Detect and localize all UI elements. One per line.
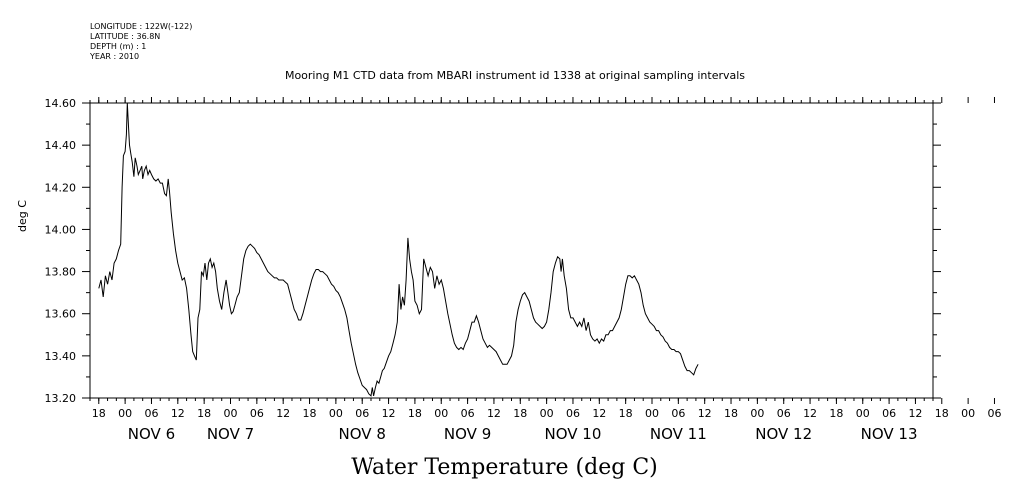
x-tick-label: 12 <box>592 407 606 420</box>
y-tick-label: 14.00 <box>45 223 77 236</box>
year-label: YEAR : 2010 <box>90 52 140 61</box>
x-tick-label: 06 <box>987 407 1001 420</box>
temperature-series-line <box>98 102 699 397</box>
x-tick-label: 18 <box>829 407 843 420</box>
x-tick-label: 12 <box>803 407 817 420</box>
x-tick-label: 06 <box>566 407 580 420</box>
x-tick-label: 18 <box>935 407 949 420</box>
x-tick-label: 00 <box>645 407 659 420</box>
y-tick-label: 13.20 <box>45 392 77 405</box>
x-tick-label: 06 <box>882 407 896 420</box>
x-tick-label: 06 <box>671 407 685 420</box>
x-tick-label: 06 <box>777 407 791 420</box>
x-day-label: NOV 9 <box>444 425 491 443</box>
x-tick-label: 00 <box>750 407 764 420</box>
latitude-label: LATITUDE : 36.8N <box>90 32 161 41</box>
longitude-label: LONGITUDE : 122W(-122) <box>90 22 193 31</box>
x-tick-label: 06 <box>461 407 475 420</box>
y-tick-label: 14.20 <box>45 181 77 194</box>
x-tick-label: 18 <box>513 407 527 420</box>
x-tick-label: 12 <box>487 407 501 420</box>
x-tick-label: 18 <box>303 407 317 420</box>
x-tick-label: 12 <box>276 407 290 420</box>
y-tick-label: 13.60 <box>45 308 77 321</box>
x-tick-label: 06 <box>250 407 264 420</box>
x-tick-label: 18 <box>619 407 633 420</box>
x-tick-label: 12 <box>171 407 185 420</box>
station-metadata: LONGITUDE : 122W(-122) LATITUDE : 36.8N … <box>90 22 192 62</box>
x-tick-label: 00 <box>540 407 554 420</box>
x-tick-label: 00 <box>118 407 132 420</box>
x-tick-label: 18 <box>92 407 106 420</box>
x-tick-label: 00 <box>856 407 870 420</box>
y-tick-label: 13.40 <box>45 350 77 363</box>
x-tick-label: 18 <box>724 407 738 420</box>
y-tick-label: 14.40 <box>45 139 77 152</box>
x-day-label: NOV 13 <box>861 425 918 443</box>
x-day-label: NOV 10 <box>545 425 602 443</box>
x-tick-label: 06 <box>144 407 158 420</box>
x-day-label: NOV 6 <box>128 425 175 443</box>
x-day-label: NOV 7 <box>207 425 254 443</box>
y-tick-label: 14.60 <box>45 97 77 110</box>
x-tick-label: 00 <box>224 407 238 420</box>
x-day-label: NOV 8 <box>339 425 386 443</box>
x-tick-label: 18 <box>197 407 211 420</box>
x-tick-label: 00 <box>329 407 343 420</box>
chart-title: Mooring M1 CTD data from MBARI instrumen… <box>284 69 746 82</box>
x-day-label: NOV 12 <box>755 425 812 443</box>
x-tick-label: 06 <box>355 407 369 420</box>
x-day-label: NOV 11 <box>650 425 707 443</box>
y-tick-label: 13.80 <box>45 266 77 279</box>
x-tick-label: 18 <box>408 407 422 420</box>
x-tick-label: 00 <box>434 407 448 420</box>
x-tick-label: 12 <box>382 407 396 420</box>
x-axis-title: Water Temperature (deg C) <box>351 455 658 480</box>
x-tick-label: 12 <box>908 407 922 420</box>
depth-label: DEPTH (m) : 1 <box>90 42 147 51</box>
x-tick-label: 00 <box>961 407 975 420</box>
x-tick-label: 12 <box>698 407 712 420</box>
